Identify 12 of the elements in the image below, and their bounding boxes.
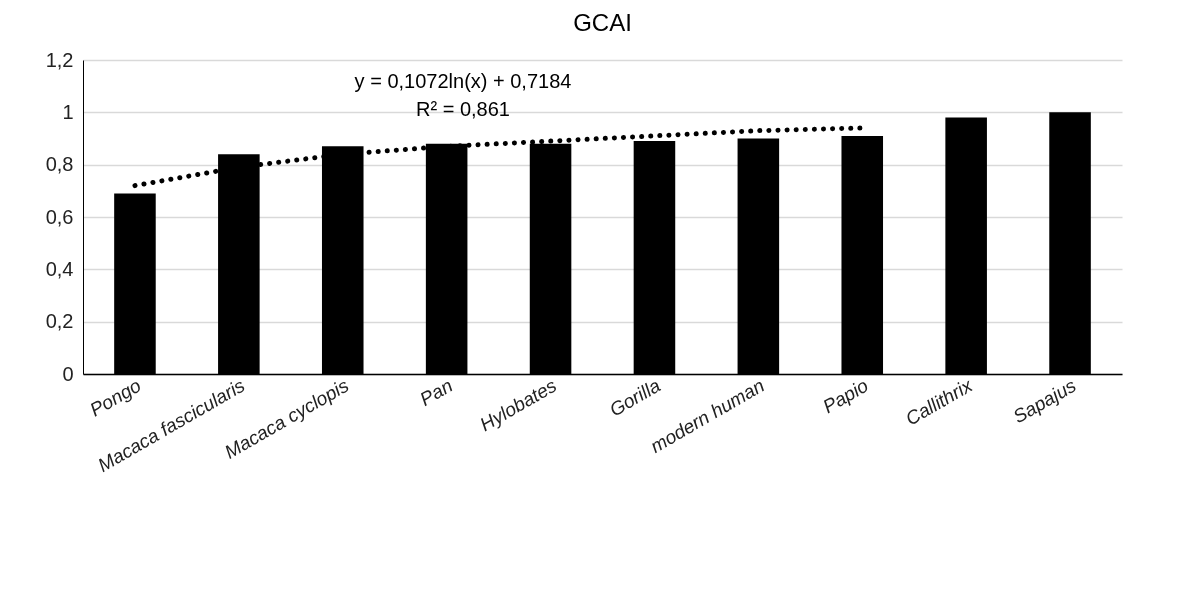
y-tick-label: 0,4 <box>45 257 74 280</box>
annotation: y = 0,1072ln(x) + 0,7184 <box>354 70 572 92</box>
x-tick-label: Papio <box>819 374 872 418</box>
y-tick-label: 0,2 <box>45 310 74 333</box>
y-tick-label: 0,6 <box>45 205 74 228</box>
y-tick-label: 0,8 <box>45 153 74 176</box>
chart-title: GCAI <box>573 9 632 36</box>
x-tick-label: Pan <box>416 374 457 410</box>
annotation: R² = 0,861 <box>416 98 510 120</box>
y-tick-label: 1 <box>62 100 74 123</box>
y-tick-label: 1,2 <box>45 48 74 71</box>
y-tick-label: 0 <box>62 362 74 385</box>
